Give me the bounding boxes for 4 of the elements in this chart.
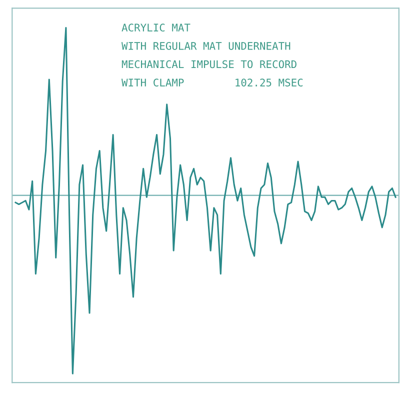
annotation: MECHANICAL IMPULSE TO RECORD (122, 60, 296, 68)
annotation: WITH REGULAR MAT UNDERNEATH (122, 42, 290, 50)
annotation: ACRYLIC MAT (122, 24, 190, 32)
annotation: WITH CLAMP 102.25 MSEC (122, 78, 303, 86)
